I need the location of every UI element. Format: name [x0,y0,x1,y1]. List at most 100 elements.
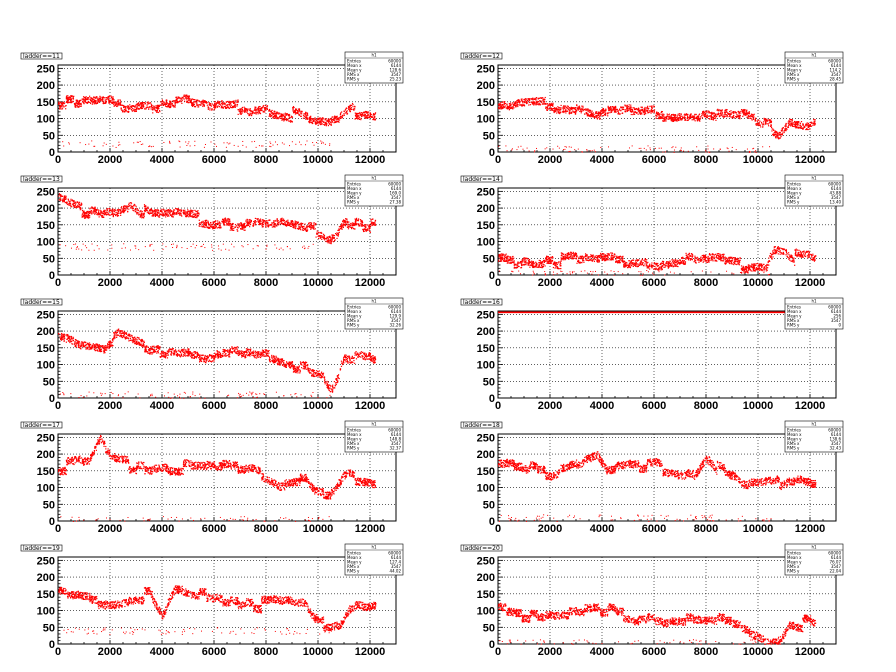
data-point [569,107,571,109]
data-point [63,200,65,202]
data-point [100,211,102,213]
data-point [249,110,252,112]
data-point [257,110,260,112]
data-point [588,111,590,113]
data-point-secondary [511,149,513,151]
data-point [216,105,218,107]
data-point [673,114,675,117]
data-point [262,111,264,113]
data-point [813,122,815,125]
data-point [225,107,227,109]
data-point [81,214,83,216]
data-point [316,120,318,123]
data-point [309,223,311,226]
data-point [559,108,561,111]
data-point [161,208,163,210]
data-point [218,106,221,108]
data-point [99,209,101,211]
data-point [79,209,81,211]
data-point [715,119,717,121]
data-point [541,103,543,105]
data-point [153,210,155,212]
data-point [207,221,209,223]
data-point [348,221,350,223]
y-tick-label: 50 [483,130,495,142]
data-point [284,116,286,119]
data-point [241,107,243,109]
data-point [125,105,127,108]
data-point [289,223,291,225]
data-point [662,113,664,115]
data-point [614,106,616,108]
data-point [68,98,70,100]
data-point [314,224,316,226]
data-point [147,103,149,105]
data-point [140,102,142,104]
data-point [167,212,169,214]
data-point [332,116,334,118]
data-point [599,118,601,120]
data-point-secondary [748,150,750,152]
data-point [278,117,280,119]
data-point [230,227,232,229]
data-point [130,108,133,110]
data-point [112,99,114,101]
data-point [140,215,143,217]
data-point [155,211,157,213]
data-point [201,225,203,227]
data-point [730,110,732,112]
y-tick-label: 150 [477,97,495,109]
data-point [344,225,347,227]
data-point [691,119,693,121]
data-point [264,108,266,110]
data-point [498,103,500,105]
data-point [542,99,544,102]
data-point [223,220,225,222]
data-point [107,96,109,98]
data-point [337,232,340,234]
data-point [226,106,228,109]
data-point [668,116,670,119]
data-point [157,107,159,109]
data-point [67,101,69,103]
data-point-secondary [272,144,274,146]
data-point [288,224,290,227]
data-point [520,104,522,106]
data-point [501,104,503,106]
data-point-secondary [526,147,528,149]
data-point [204,221,206,223]
data-point [100,210,102,212]
data-point [729,114,731,116]
data-point [573,108,575,110]
data-point [563,111,565,114]
data-point [680,119,682,121]
data-point [264,108,266,110]
data-point [273,114,276,116]
data-point [521,104,523,106]
data-point-secondary [593,149,595,151]
data-point [150,106,152,108]
data-point [668,118,670,120]
data-point [269,219,271,221]
data-point-secondary [306,140,308,142]
data-point [274,117,276,119]
data-point [634,113,636,116]
data-point [561,107,563,109]
data-point [230,227,233,229]
data-point [371,115,373,118]
data-point [804,126,806,128]
data-point [203,105,206,107]
data-point [279,115,281,118]
data-point [132,105,134,107]
data-point-secondary [117,144,119,146]
data-point-secondary [185,141,187,143]
x-tick-label: 10000 [743,154,774,166]
data-point [794,126,796,128]
data-point [287,222,289,224]
data-point [306,115,308,117]
data-point [256,218,258,220]
data-point [772,133,774,136]
data-point [185,94,187,96]
data-point [156,111,158,113]
data-point [217,100,219,102]
